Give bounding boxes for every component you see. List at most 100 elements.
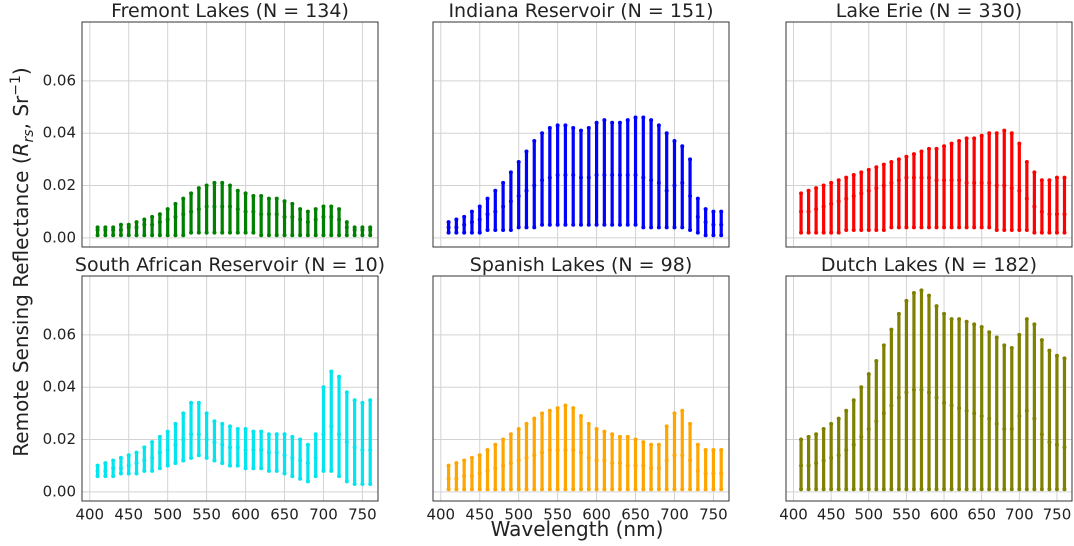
point xyxy=(189,191,194,196)
point xyxy=(220,442,225,447)
point xyxy=(927,175,931,180)
point xyxy=(844,408,849,413)
point xyxy=(212,204,217,209)
point xyxy=(972,225,977,230)
point xyxy=(337,233,342,238)
point xyxy=(866,167,871,172)
point xyxy=(251,209,256,214)
point xyxy=(889,327,894,332)
point xyxy=(1047,212,1052,217)
point xyxy=(251,429,256,434)
point xyxy=(243,230,248,235)
point xyxy=(1017,487,1022,492)
point xyxy=(266,233,271,238)
point xyxy=(220,461,225,466)
point xyxy=(633,222,638,227)
plot-frame xyxy=(432,21,730,248)
point xyxy=(126,453,131,458)
point xyxy=(173,421,178,426)
point xyxy=(485,447,490,452)
point xyxy=(836,178,841,183)
point xyxy=(142,458,147,463)
point xyxy=(1047,230,1052,235)
point xyxy=(979,133,984,138)
point xyxy=(157,466,162,471)
point xyxy=(501,487,506,492)
x-tick-label: 550 xyxy=(543,506,572,524)
point xyxy=(851,193,856,198)
point xyxy=(220,180,225,185)
point xyxy=(501,463,506,468)
point xyxy=(617,173,622,178)
point xyxy=(212,180,217,185)
point xyxy=(540,450,545,455)
point xyxy=(95,468,100,473)
point xyxy=(360,227,365,232)
point xyxy=(829,230,834,235)
point xyxy=(610,487,615,492)
point xyxy=(337,207,342,212)
point xyxy=(814,207,819,212)
point xyxy=(896,311,901,316)
subplot: 0.00 0.02 0.04 0.06 400 450 500 550 600 650 700 750… xyxy=(43,254,386,524)
point xyxy=(454,217,459,222)
point xyxy=(501,437,506,442)
point xyxy=(142,445,147,450)
y-tick-label: 0.06 xyxy=(43,71,76,89)
point xyxy=(649,118,654,123)
point xyxy=(1009,345,1014,350)
point xyxy=(446,225,451,230)
point xyxy=(493,466,498,471)
point xyxy=(235,427,240,432)
point xyxy=(957,225,962,230)
point xyxy=(274,468,279,473)
point xyxy=(806,434,811,439)
point xyxy=(547,447,552,452)
point xyxy=(859,487,864,492)
point xyxy=(979,487,984,492)
point xyxy=(602,458,607,463)
point xyxy=(540,222,545,227)
point xyxy=(454,487,459,492)
point xyxy=(352,398,357,403)
point xyxy=(1017,227,1022,232)
point xyxy=(360,400,365,405)
point xyxy=(134,220,139,225)
point xyxy=(111,466,116,471)
point xyxy=(243,447,248,452)
point xyxy=(305,442,310,447)
point xyxy=(680,144,685,149)
point xyxy=(806,209,811,214)
y-tick-label: 0.02 xyxy=(43,430,76,448)
subplot: 0.00 0.02 0.04 0.06 Fremont Lakes (N = 134) xyxy=(43,0,379,248)
point xyxy=(462,230,467,235)
point xyxy=(282,432,287,437)
point xyxy=(532,139,537,144)
point xyxy=(664,131,669,136)
point xyxy=(1054,442,1059,447)
point xyxy=(964,319,969,324)
point xyxy=(881,162,886,167)
point xyxy=(829,487,834,492)
point xyxy=(142,217,147,222)
point xyxy=(313,233,318,238)
point xyxy=(656,123,661,128)
point xyxy=(594,487,599,492)
point xyxy=(904,225,909,230)
point xyxy=(656,225,661,230)
point xyxy=(532,225,537,230)
point xyxy=(111,474,116,479)
point xyxy=(949,141,954,146)
point xyxy=(462,487,467,492)
point xyxy=(672,225,677,230)
point xyxy=(844,196,849,201)
point xyxy=(719,233,724,238)
point xyxy=(672,183,677,188)
point xyxy=(547,408,552,413)
point xyxy=(344,390,349,395)
point xyxy=(711,209,716,214)
point xyxy=(586,175,591,180)
subplot: 400 450 500 550 600 650 700 750 Dutch Lakes (N =… xyxy=(779,254,1073,524)
point xyxy=(1062,487,1067,492)
point xyxy=(649,466,654,471)
